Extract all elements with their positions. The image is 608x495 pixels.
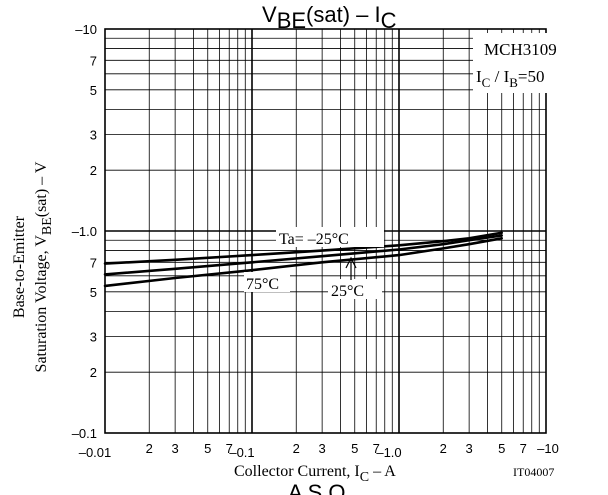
series-label-bg-75 bbox=[244, 272, 290, 292]
series-label-bg-25 bbox=[328, 279, 382, 299]
chart-title: VBE(sat) – IC bbox=[262, 2, 397, 33]
x-tick-label: 2 bbox=[293, 441, 300, 456]
arrow-25 bbox=[345, 256, 357, 280]
series-label-m25: Ta= –25°C bbox=[279, 231, 349, 248]
x-tick-label: –10 bbox=[537, 441, 559, 456]
y-tick-label: 3 bbox=[90, 330, 97, 345]
y-tick-label: 5 bbox=[90, 285, 97, 300]
y-tick-label: –1.0 bbox=[72, 224, 97, 239]
x-tick-label: –1.0 bbox=[376, 445, 401, 460]
y-tick-labels: –10 7 5 3 2 –1.0 7 5 3 2 –0.1 bbox=[72, 22, 97, 441]
x-tick-label: 7 bbox=[373, 441, 380, 456]
x-tick-label: –0.01 bbox=[79, 445, 112, 460]
x-tick-label: 7 bbox=[520, 441, 527, 456]
annotation-box bbox=[473, 33, 571, 93]
chart-code: IT04007 bbox=[513, 465, 554, 479]
series-lines bbox=[103, 231, 504, 288]
part-number-label: MCH3109 bbox=[484, 40, 557, 59]
x-tick-label: 5 bbox=[204, 441, 211, 456]
series-line-0 bbox=[103, 231, 504, 265]
x-tick-label: 2 bbox=[146, 441, 153, 456]
x-tick-label: 3 bbox=[172, 441, 179, 456]
x-tick-label: 2 bbox=[440, 441, 447, 456]
series-label-75: 75°C bbox=[246, 276, 279, 293]
x-tick-label: 7 bbox=[226, 441, 233, 456]
series-label-25: 25°C bbox=[331, 283, 364, 300]
x-tick-label: 5 bbox=[351, 441, 358, 456]
plot-frame bbox=[104, 28, 547, 434]
x-tick-label: 3 bbox=[466, 441, 473, 456]
y-tick-label: 7 bbox=[90, 53, 97, 68]
series-line-1 bbox=[103, 234, 504, 276]
y-axis-label-line1: Base-to-Emitter bbox=[11, 215, 28, 318]
footer-text: A S O bbox=[288, 480, 345, 495]
series-line-2 bbox=[103, 237, 504, 288]
y-tick-label: 2 bbox=[90, 365, 97, 380]
x-axis-label: Collector Current, IC – A bbox=[234, 463, 396, 485]
y-tick-label: –0.1 bbox=[72, 426, 97, 441]
condition-label: IC / IB=50 bbox=[476, 67, 545, 90]
y-axis-label-line2: Saturation Voltage, VBE(sat) – V bbox=[33, 161, 55, 372]
y-tick-label: 3 bbox=[90, 128, 97, 143]
y-tick-label: –10 bbox=[75, 22, 97, 37]
y-tick-label: 7 bbox=[90, 255, 97, 270]
x-tick-label: 3 bbox=[319, 441, 326, 456]
x-tick-label: 5 bbox=[498, 441, 505, 456]
x-tick-label: –0.1 bbox=[229, 445, 254, 460]
series-label-bg-m25 bbox=[276, 227, 384, 247]
y-tick-label: 5 bbox=[90, 83, 97, 98]
y-tick-label: 2 bbox=[90, 163, 97, 178]
x-tick-labels: –0.01 2 3 5 7–0.1 2 3 5 7–1.0 2 3 5 7 –10 bbox=[79, 441, 559, 460]
